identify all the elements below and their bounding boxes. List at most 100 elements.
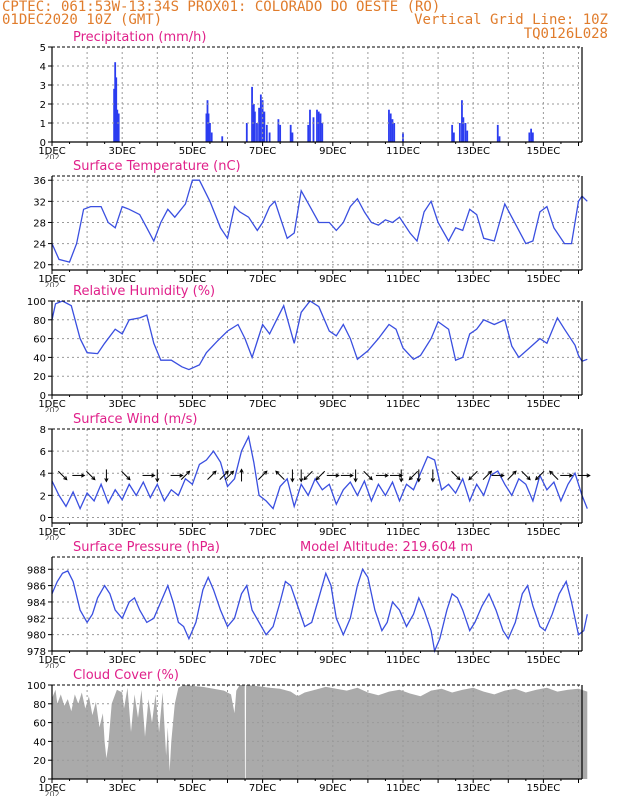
precip-bar bbox=[259, 94, 262, 142]
x-tick-label: 1DEC bbox=[38, 399, 65, 410]
x-tick-label: 3DEC bbox=[109, 274, 136, 285]
wind-arrow bbox=[290, 469, 295, 483]
precip-bar bbox=[452, 132, 455, 142]
y-tick-label: 5 bbox=[40, 43, 46, 54]
precip-bar bbox=[458, 123, 461, 142]
wind-arrow bbox=[224, 470, 235, 481]
x-tick-label: 1DEC bbox=[38, 146, 65, 157]
x-tick-label: 1DEC bbox=[38, 527, 65, 538]
cloud-area bbox=[52, 685, 588, 779]
precip-bar bbox=[528, 132, 531, 142]
x-tick-label: 5DEC bbox=[179, 399, 206, 410]
wind-arrow bbox=[86, 470, 96, 481]
y-tick-label: 28 bbox=[33, 218, 46, 229]
x-tick-label: 11DEC bbox=[386, 274, 420, 285]
wind-arrow bbox=[416, 469, 421, 483]
rh-panel: 0 20 40 60 80 100 1DEC 3DEC 5DEC 7DEC 9DEC 11DEC 13D… bbox=[27, 284, 588, 415]
x-tick-label: 1DEC bbox=[38, 274, 65, 285]
precip-bar bbox=[289, 124, 292, 142]
precip-bar bbox=[209, 123, 211, 142]
wind-arrow bbox=[72, 473, 86, 478]
precip-bar bbox=[253, 111, 256, 142]
wind-arrow bbox=[219, 470, 229, 481]
wind-arrow bbox=[451, 470, 461, 481]
x-tick-label: 9DEC bbox=[319, 655, 346, 666]
x-tick-label: 13DEC bbox=[456, 783, 490, 794]
precip-bar bbox=[245, 123, 248, 142]
y-tick-label: 0 bbox=[40, 775, 46, 786]
wind-arrow bbox=[340, 473, 354, 478]
x-year-label: 202 bbox=[44, 790, 59, 799]
precip-bar bbox=[261, 100, 264, 142]
x-tick-label: 9DEC bbox=[319, 527, 346, 538]
wind-arrow bbox=[399, 469, 404, 483]
panel-title: Surface Pressure (hPa) bbox=[73, 540, 220, 555]
x-tick-label: 5DEC bbox=[179, 655, 206, 666]
wind-arrow bbox=[363, 470, 373, 481]
precip-bar bbox=[265, 124, 268, 142]
precip-bar bbox=[277, 119, 280, 142]
y-tick-label: 40 bbox=[33, 353, 46, 364]
panel-title: Surface Temperature (nC) bbox=[73, 159, 241, 174]
wind-arrow bbox=[258, 470, 268, 481]
x-tick-label: 13DEC bbox=[456, 146, 490, 157]
precip-bar bbox=[531, 132, 534, 142]
y-tick-label: 988 bbox=[27, 565, 46, 576]
precip-bar bbox=[207, 113, 210, 142]
x-tick-label: 13DEC bbox=[456, 399, 490, 410]
wind-arrow bbox=[468, 470, 478, 481]
precip-bar bbox=[116, 109, 119, 142]
y-tick-label: 20 bbox=[33, 261, 46, 272]
y-tick-label: 20 bbox=[33, 756, 46, 767]
temp-line bbox=[51, 179, 588, 263]
x-tick-label: 11DEC bbox=[386, 783, 420, 794]
x-tick-label: 15DEC bbox=[527, 399, 561, 410]
precip-bar bbox=[113, 88, 116, 142]
precip-bar bbox=[321, 123, 324, 142]
wind-arrow bbox=[57, 470, 68, 481]
precip-bar bbox=[462, 117, 465, 142]
x-tick-label: 5DEC bbox=[179, 527, 206, 538]
wind-arrow bbox=[170, 473, 184, 478]
panel-title: Relative Humidity (%) bbox=[73, 284, 215, 299]
x-year-label: 202 bbox=[44, 662, 59, 671]
y-tick-label: 100 bbox=[27, 297, 46, 308]
wind-line bbox=[51, 434, 588, 511]
y-tick-label: 80 bbox=[33, 316, 46, 327]
wind-arrow bbox=[507, 470, 517, 481]
precip-bar bbox=[279, 124, 282, 142]
y-tick-label: 984 bbox=[27, 598, 46, 609]
panel-title: Cloud Cover (%) bbox=[73, 668, 179, 683]
x-tick-label: 5DEC bbox=[179, 274, 206, 285]
precip-bar bbox=[221, 136, 224, 142]
header-location: CPTEC: 061:53W-13:34S PROX01: COLORADO D… bbox=[2, 0, 441, 15]
wind-arrow bbox=[303, 470, 313, 481]
x-tick-label: 11DEC bbox=[386, 399, 420, 410]
wind-arrow bbox=[180, 470, 191, 481]
x-tick-label: 13DEC bbox=[456, 274, 490, 285]
precip-bar bbox=[496, 124, 499, 142]
wind-arrow bbox=[534, 470, 545, 481]
y-tick-label: 4 bbox=[40, 62, 46, 73]
x-tick-label: 11DEC bbox=[386, 146, 420, 157]
cloud-panel: 0 20 40 60 80 100 1DEC 3DEC 5DEC 7DEC 9DEC 11DEC 13D… bbox=[27, 668, 588, 799]
y-tick-label: 60 bbox=[33, 335, 46, 346]
precip-panel: 0 1 2 3 4 5 1DEC 3DEC 5DEC 7DEC 9DEC 11DEC 13DEC 15DE… bbox=[38, 30, 583, 162]
header-code: TQ0126L028 bbox=[523, 26, 608, 42]
precip-bar bbox=[319, 113, 322, 142]
x-tick-label: 13DEC bbox=[456, 527, 490, 538]
wind-arrow bbox=[353, 469, 358, 483]
x-year-label: 202 bbox=[44, 406, 59, 415]
x-tick-label: 3DEC bbox=[109, 655, 136, 666]
y-tick-label: 6 bbox=[40, 447, 46, 458]
x-tick-label: 9DEC bbox=[319, 274, 346, 285]
wind-arrow bbox=[239, 468, 244, 482]
wind-arrow bbox=[275, 470, 285, 481]
header-date: 01DEC2020 10Z (GMT) bbox=[2, 12, 163, 28]
y-tick-label: 0 bbox=[40, 513, 46, 524]
wind-arrow bbox=[315, 470, 326, 481]
x-year-label: 202 bbox=[44, 281, 59, 290]
precip-bar bbox=[307, 124, 310, 142]
temp-panel: 20 24 28 32 36 1DEC 3DEC 5DEC 7DEC 9DEC 11DEC 13DEC… bbox=[33, 159, 588, 290]
